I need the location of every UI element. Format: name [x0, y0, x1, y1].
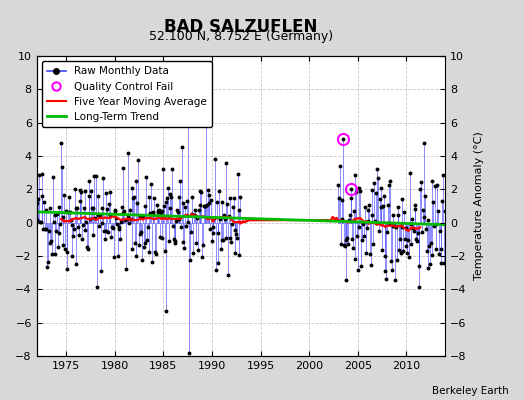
- Text: Berkeley Earth: Berkeley Earth: [432, 386, 508, 396]
- Y-axis label: Temperature Anomaly (°C): Temperature Anomaly (°C): [474, 132, 484, 280]
- Text: BAD SALZUFLEN: BAD SALZUFLEN: [165, 18, 318, 36]
- Text: 52.100 N, 8.752 E (Germany): 52.100 N, 8.752 E (Germany): [149, 30, 333, 43]
- Legend: Raw Monthly Data, Quality Control Fail, Five Year Moving Average, Long-Term Tren: Raw Monthly Data, Quality Control Fail, …: [42, 61, 212, 127]
